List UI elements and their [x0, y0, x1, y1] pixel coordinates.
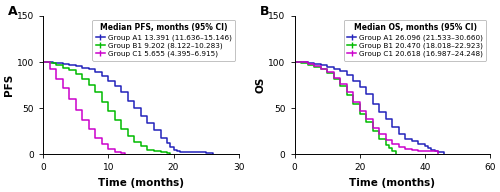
Legend: Group A1 13.391 (11.636–15.146), Group B1 9.202 (8.122–10.283), Group C1 5.655 (: Group A1 13.391 (11.636–15.146), Group B…: [92, 20, 235, 61]
Legend: Group A1 26.096 (21.533–30.660), Group B1 20.470 (18.018–22.923), Group C1 20.61: Group A1 26.096 (21.533–30.660), Group B…: [344, 20, 486, 61]
Y-axis label: OS: OS: [256, 77, 266, 93]
X-axis label: Time (months): Time (months): [98, 178, 184, 188]
Y-axis label: PFS: PFS: [4, 74, 14, 96]
Text: B: B: [260, 5, 269, 18]
X-axis label: Time (months): Time (months): [350, 178, 436, 188]
Text: A: A: [8, 5, 18, 18]
